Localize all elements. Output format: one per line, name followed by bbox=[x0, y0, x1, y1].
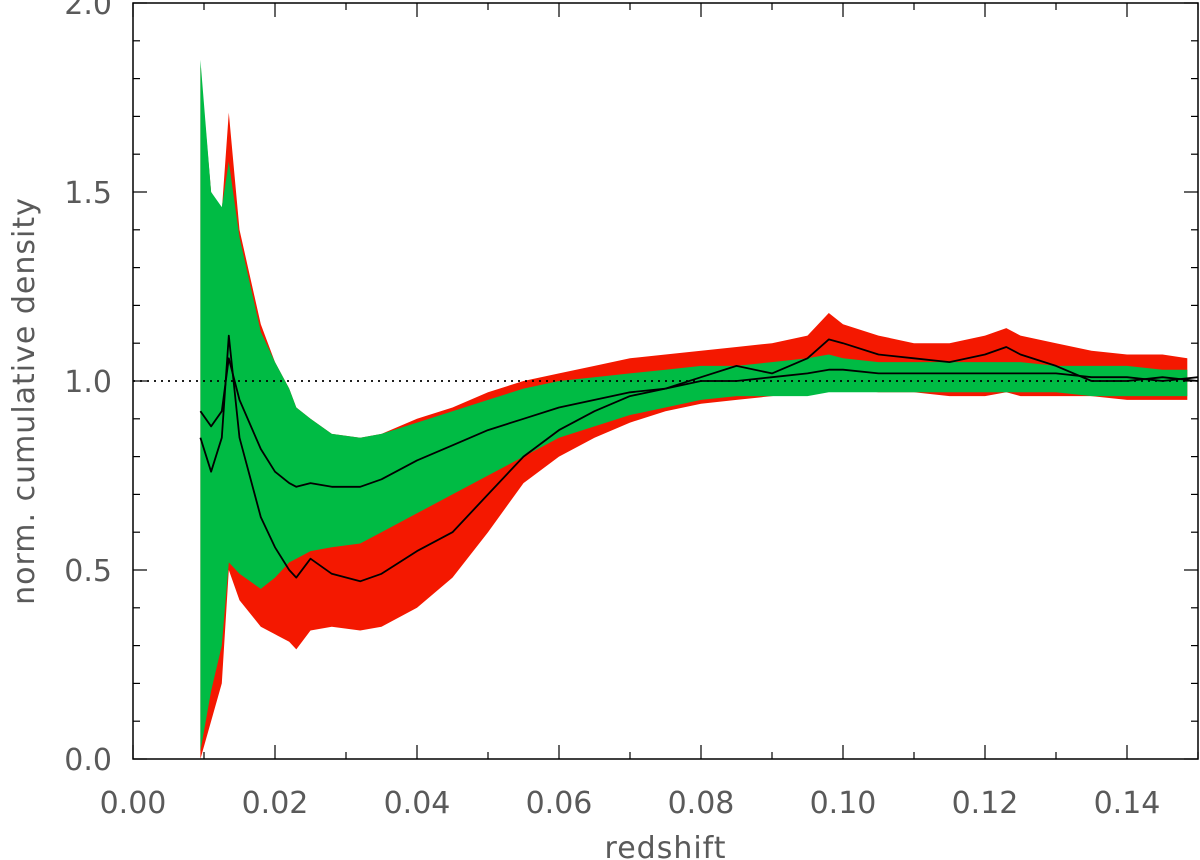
x-tick-label: 0.10 bbox=[810, 786, 877, 821]
x-tick-label: 0.06 bbox=[526, 786, 593, 821]
y-tick-label: 1.0 bbox=[64, 365, 112, 400]
plot-area bbox=[133, 59, 1198, 759]
band-green bbox=[200, 59, 1188, 752]
y-tick-label: 2.0 bbox=[64, 0, 112, 22]
tick-labels: 0.00 0.02 0.04 0.06 0.08 0.10 0.12 0.14 0.0 0.5 1.… bbox=[64, 0, 1160, 821]
x-tick-label: 0.02 bbox=[242, 786, 309, 821]
x-tick-label: 0.00 bbox=[100, 786, 167, 821]
series-line-3 bbox=[199, 334, 1198, 583]
y-tick-label: 0.0 bbox=[64, 743, 112, 778]
x-tick-label: 0.08 bbox=[668, 786, 735, 821]
x-tick-label: 0.12 bbox=[952, 786, 1019, 821]
axes bbox=[132, 2, 1199, 760]
x-tick-label: 0.14 bbox=[1094, 786, 1161, 821]
series-group bbox=[133, 59, 1198, 759]
x-tick-label: 0.04 bbox=[384, 786, 451, 821]
y-axis-title: norm. cumulative density bbox=[7, 197, 42, 605]
x-axis-title: redshift bbox=[605, 831, 727, 860]
y-tick-label: 1.5 bbox=[64, 176, 112, 211]
band-red bbox=[200, 67, 1188, 759]
y-tick-label: 0.5 bbox=[64, 554, 112, 589]
series-line-2 bbox=[199, 357, 1198, 488]
